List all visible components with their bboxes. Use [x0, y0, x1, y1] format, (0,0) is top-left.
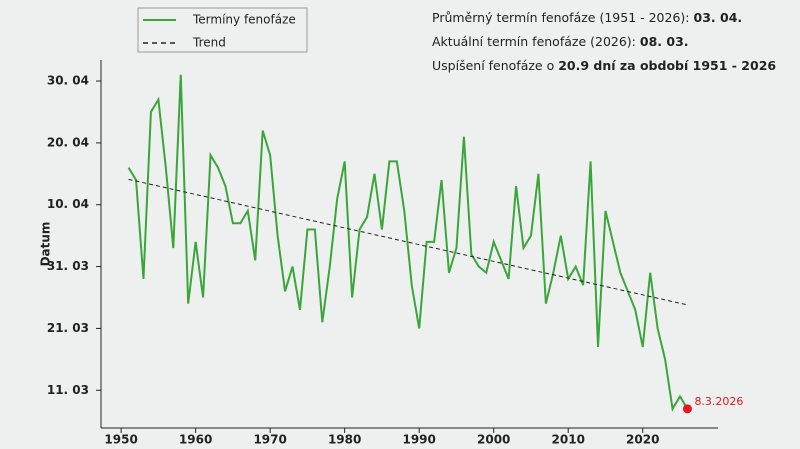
- info-value: 20.9 dní za období 1951 - 2026: [558, 58, 776, 73]
- legend-label: Termíny fenofáze: [192, 13, 296, 27]
- highlight-point: [682, 404, 692, 414]
- annotation: 8.3.2026: [694, 395, 743, 408]
- info-line: Průměrný termín fenofáze (1951 - 2026): …: [432, 10, 742, 25]
- info-value: 03. 04.: [694, 10, 743, 25]
- y-tick-label: 10. 04: [47, 197, 89, 211]
- x-tick-label: 1980: [328, 433, 361, 447]
- y-tick-label: 30. 04: [47, 74, 89, 88]
- trend-line: [128, 178, 688, 306]
- y-tick-label: 20. 04: [47, 135, 89, 149]
- y-tick-label: 11. 03: [47, 383, 89, 397]
- info-text: Průměrný termín fenofáze (1951 - 2026):: [432, 10, 690, 25]
- info-value: 08. 03.: [640, 34, 689, 49]
- y-tick-label: 31. 03: [47, 259, 89, 273]
- x-tick-label: 2020: [626, 433, 659, 447]
- info-line: Aktuální termín fenofáze (2026): 08. 03.: [432, 34, 689, 49]
- info-text: Aktuální termín fenofáze (2026):: [432, 34, 636, 49]
- legend-box: [137, 7, 308, 53]
- y-tick-label: 21. 03: [47, 321, 89, 335]
- x-tick-label: 1950: [104, 433, 137, 447]
- x-tick-label: 1970: [253, 433, 286, 447]
- info-line: Uspíšení fenofáze o 20.9 dní za období 1…: [432, 58, 776, 73]
- legend-label: Trend: [192, 36, 226, 50]
- x-tick-label: 2000: [477, 433, 510, 447]
- x-tick-label: 1960: [179, 433, 212, 447]
- x-tick-label: 1990: [402, 433, 435, 447]
- y-axis-label: Datum: [39, 222, 53, 267]
- x-tick-label: 2010: [552, 433, 585, 447]
- info-text: Uspíšení fenofáze o: [432, 58, 554, 73]
- data-line: [127, 74, 689, 412]
